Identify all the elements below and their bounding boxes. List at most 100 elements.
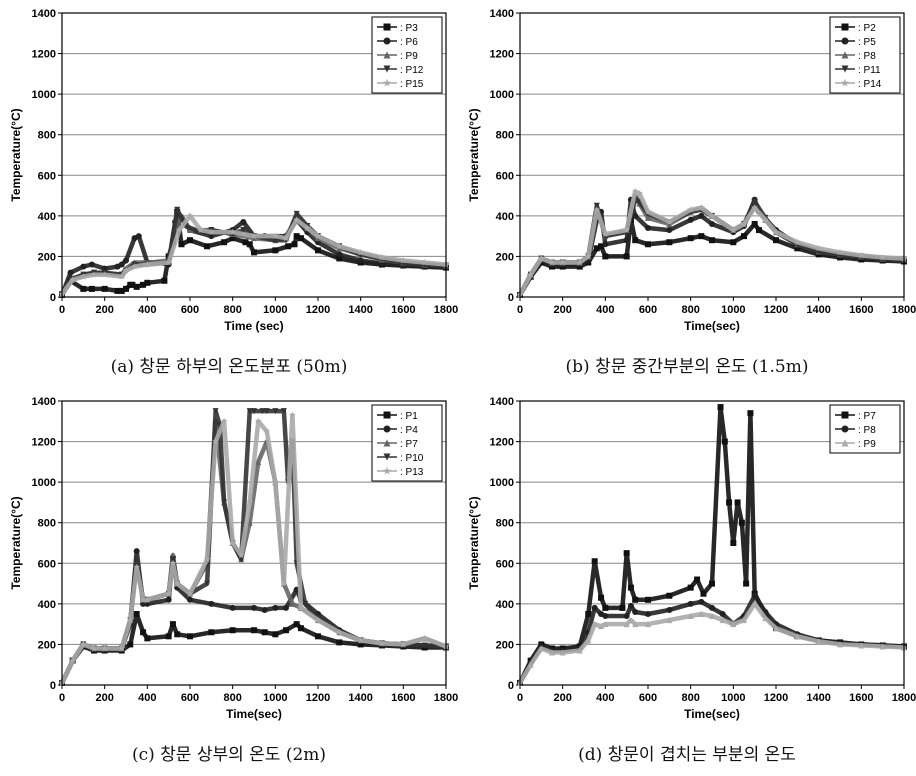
data-point	[623, 613, 630, 620]
data-point	[165, 258, 173, 266]
data-point	[598, 243, 605, 250]
data-point	[272, 631, 279, 638]
data-point	[283, 627, 289, 634]
x-tick-label: 1400	[806, 304, 830, 316]
legend-marker	[383, 78, 391, 87]
data-point	[251, 249, 257, 256]
data-point	[208, 233, 215, 240]
data-point	[88, 261, 95, 268]
legend-marker	[383, 466, 391, 475]
x-tick-label: 800	[681, 304, 699, 316]
data-point	[254, 417, 262, 425]
data-point	[623, 550, 630, 557]
data-point	[221, 239, 228, 246]
data-point	[709, 220, 715, 227]
data-point	[88, 285, 95, 292]
data-point	[549, 649, 555, 656]
x-tick-label: 200	[95, 692, 113, 704]
data-point	[297, 604, 305, 611]
chart-a-caption: (a) 창문 하부의 온도분포 (50m)	[110, 357, 348, 377]
y-tick-label: 1000	[490, 89, 514, 101]
legend-label: : P15	[400, 79, 424, 90]
data-point	[221, 499, 228, 506]
data-point	[246, 498, 254, 506]
data-point	[527, 271, 535, 278]
data-point	[251, 408, 257, 415]
data-point	[293, 210, 300, 217]
data-point	[794, 633, 801, 640]
data-point	[101, 285, 108, 292]
data-point	[272, 237, 279, 244]
y-tick-label: 400	[38, 599, 56, 611]
x-tick-label: 1800	[892, 304, 916, 316]
data-point	[169, 559, 177, 567]
data-point	[591, 604, 598, 611]
y-tick-label: 800	[496, 518, 514, 530]
y-tick-label: 1000	[490, 477, 514, 489]
data-point	[212, 438, 219, 445]
x-tick-label: 1000	[721, 304, 745, 316]
data-point	[726, 499, 733, 506]
y-tick-label: 1400	[490, 396, 514, 408]
data-point	[251, 627, 257, 634]
x-tick-label: 1800	[892, 692, 916, 704]
data-point	[698, 233, 705, 240]
data-point	[272, 604, 279, 611]
legend-marker	[383, 453, 391, 461]
data-point	[79, 640, 87, 648]
legend-marker	[383, 23, 391, 31]
x-tick-label: 200	[553, 692, 571, 704]
x-axis-label: Time(sec)	[684, 319, 740, 333]
data-point	[378, 639, 386, 647]
data-point	[80, 263, 87, 270]
data-point	[751, 220, 758, 227]
y-tick-label: 1400	[32, 8, 56, 20]
y-tick-label: 0	[50, 680, 56, 692]
series-p13	[58, 411, 450, 686]
x-tick-label: 1000	[263, 692, 287, 704]
legend-marker	[841, 78, 849, 87]
y-tick-label: 400	[38, 211, 56, 223]
data-point	[203, 555, 211, 563]
legend: : P2: P5: P8: P11: P14	[829, 16, 901, 94]
data-point	[161, 277, 168, 284]
data-point	[139, 596, 147, 603]
data-point	[632, 596, 639, 603]
data-point	[229, 539, 237, 546]
data-point	[708, 212, 716, 219]
data-point	[240, 218, 247, 225]
series-line	[517, 189, 907, 298]
data-point	[645, 214, 651, 221]
data-point	[129, 281, 136, 288]
data-point	[251, 604, 257, 611]
data-point	[133, 563, 141, 571]
data-point	[751, 198, 758, 205]
x-axis-label: Time(sec)	[684, 707, 740, 721]
data-point	[645, 611, 651, 617]
data-point	[357, 636, 365, 644]
data-point	[709, 580, 715, 587]
data-point	[538, 645, 545, 652]
data-point	[698, 212, 705, 219]
data-point	[101, 271, 109, 278]
x-tick-label: 1200	[306, 692, 330, 704]
x-tick-label: 1400	[806, 692, 830, 704]
data-point	[237, 551, 245, 559]
y-axis-label: Temperature(°C)	[9, 496, 23, 589]
data-point	[67, 269, 74, 276]
data-point	[632, 212, 639, 219]
data-point	[118, 273, 126, 280]
x-tick-label: 200	[553, 304, 571, 316]
legend-marker	[841, 23, 849, 31]
data-point	[421, 634, 429, 642]
legend-label: : P1	[400, 411, 418, 422]
data-point	[208, 629, 215, 636]
legend-label: : P8	[858, 51, 876, 62]
legend-label: : P11	[858, 65, 881, 76]
data-point	[204, 580, 211, 587]
data-point	[631, 187, 639, 195]
x-tick-label: 0	[517, 692, 523, 704]
data-point	[229, 235, 236, 242]
legend-label: : P7	[858, 411, 876, 422]
data-point	[421, 258, 429, 266]
